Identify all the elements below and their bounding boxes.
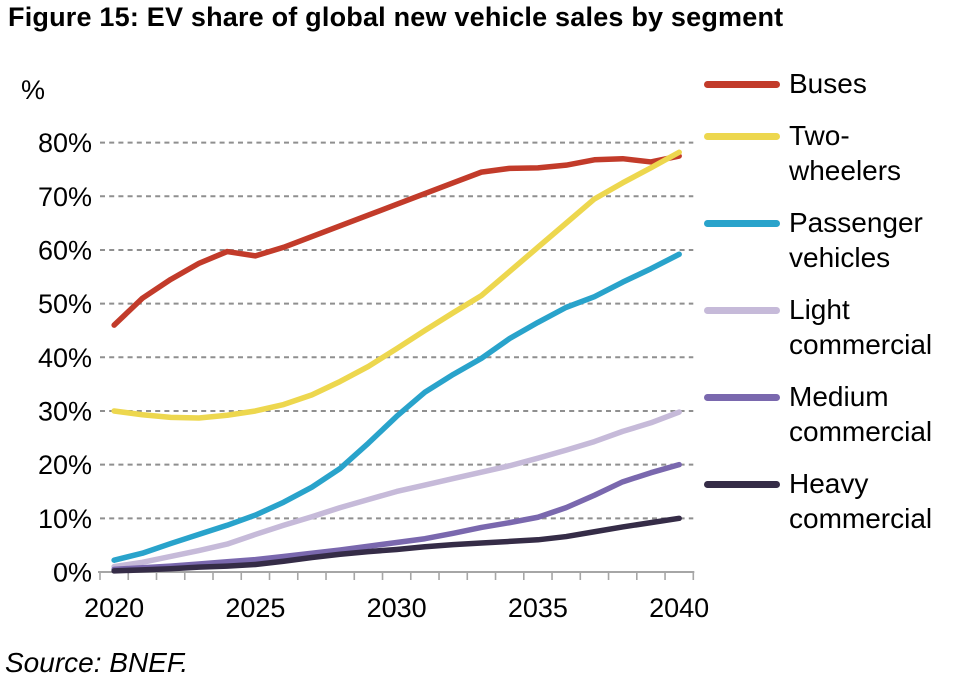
legend-swatch-heavy-commercial: [704, 481, 780, 488]
series-line-light-commercial: [111, 409, 682, 570]
legend-item-two-wheelers: Two- wheelers: [704, 118, 963, 188]
legend-item-medium-commercial: Medium commercial: [704, 379, 963, 449]
series-line-buses: [111, 153, 682, 328]
legend-label-buses: Buses: [789, 68, 867, 99]
x-tick-label: 2040: [649, 593, 709, 623]
x-tick-label: 2035: [508, 593, 568, 623]
legend-item-buses: Buses: [704, 66, 963, 101]
y-tick-label: 20%: [38, 450, 92, 480]
legend-swatch-passenger-vehicles: [704, 220, 780, 227]
y-tick-label: 30%: [38, 396, 92, 426]
legend-swatch-two-wheelers: [704, 133, 780, 140]
x-tick-label: 2020: [84, 593, 144, 623]
legend-label-medium-commercial: Medium commercial: [789, 381, 933, 447]
series-line-passenger-vehicles: [111, 251, 682, 563]
legend-item-light-commercial: Light commercial: [704, 292, 963, 362]
series-line-medium-commercial: [111, 461, 682, 573]
legend-label-two-wheelers: Two- wheelers: [789, 120, 902, 186]
x-tick-label: 2030: [367, 593, 427, 623]
x-tick-label: 2025: [225, 593, 285, 623]
y-tick-label: 10%: [38, 504, 92, 534]
y-tick-label: 80%: [38, 128, 92, 158]
series-line-two-wheelers: [111, 149, 682, 421]
figure-title: Figure 15: EV share of global new vehicl…: [8, 2, 784, 32]
y-axis-unit-label: %: [21, 75, 45, 105]
legend-item-heavy-commercial: Heavy commercial: [704, 466, 963, 536]
legend-swatch-light-commercial: [704, 307, 780, 314]
y-tick-label: 60%: [38, 235, 92, 265]
legend-item-passenger-vehicles: Passenger vehicles: [704, 205, 963, 275]
y-tick-label: 70%: [38, 182, 92, 212]
y-tick-label: 50%: [38, 289, 92, 319]
y-tick-label: 0%: [53, 558, 92, 588]
y-tick-label: 40%: [38, 343, 92, 373]
chart-legend: Buses Two- wheelers Passenger vehicles Ligh…: [704, 66, 963, 536]
legend-swatch-medium-commercial: [704, 394, 780, 401]
series-line-heavy-commercial: [111, 515, 682, 574]
legend-label-passenger-vehicles: Passenger vehicles: [789, 207, 923, 273]
legend-label-heavy-commercial: Heavy commercial: [789, 468, 933, 534]
legend-label-light-commercial: Light commercial: [789, 294, 933, 360]
source-note: Source: BNEF.: [5, 647, 189, 678]
legend-swatch-buses: [704, 81, 780, 88]
